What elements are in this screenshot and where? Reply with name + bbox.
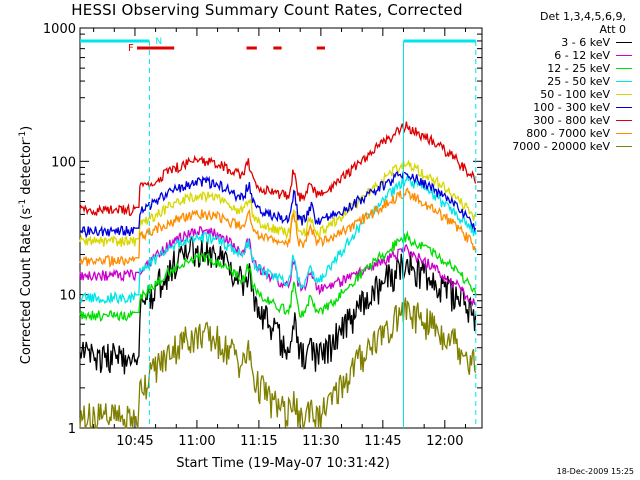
series-group <box>79 121 477 431</box>
series-line-9 <box>79 297 477 431</box>
y-axis-label-group: Corrected Count Rate (s-1 detector-1) <box>18 126 34 364</box>
legend-header-2: Att 0 <box>599 23 626 36</box>
timestamp: 18-Dec-2009 15:25 <box>556 467 634 476</box>
legend-item: 7000 - 20000 keV <box>488 140 638 153</box>
legend-label: 300 - 800 keV <box>533 114 610 127</box>
legend-item: 300 - 800 keV <box>488 114 638 127</box>
x-tick-label: 11:30 <box>302 434 339 449</box>
legend-label: 6 - 12 keV <box>554 49 610 62</box>
series-line-8 <box>79 187 477 269</box>
x-tick-label: 10:45 <box>116 434 153 449</box>
legend-label: 3 - 6 keV <box>561 36 610 49</box>
legend-item: 800 - 7000 keV <box>488 127 638 140</box>
series-line-5 <box>79 159 476 247</box>
legend: Det 1,3,4,5,6,9, Att 0 3 - 6 keV 6 - 12 k… <box>488 10 638 153</box>
y-tick-label: 100 <box>51 155 76 170</box>
legend-header-1: Det 1,3,4,5,6,9, <box>539 10 626 23</box>
legend-item: 50 - 100 keV <box>488 88 638 101</box>
legend-label: 7000 - 20000 keV <box>512 140 610 153</box>
series-line-6 <box>79 170 477 239</box>
legend-swatch <box>616 42 632 43</box>
legend-item: 100 - 300 keV <box>488 101 638 114</box>
legend-swatch <box>616 94 632 95</box>
series-line-4 <box>79 175 477 305</box>
legend-label: 50 - 100 keV <box>540 88 610 101</box>
legend-swatch <box>616 107 632 108</box>
legend-item: 6 - 12 keV <box>488 49 638 62</box>
night-marker-label: N <box>155 37 162 47</box>
legend-swatch <box>616 120 632 121</box>
plot-frame <box>79 27 483 429</box>
legend-swatch <box>616 55 632 56</box>
legend-item: 12 - 25 keV <box>488 62 638 75</box>
axes-group: 1 10 100 1000 10:45 11:00 11:15 11:30 11:45 12:00 <box>43 22 483 449</box>
y-axis-label: Corrected Count Rate (s-1 detector-1) <box>18 126 34 364</box>
legend-label: 100 - 300 keV <box>533 101 610 114</box>
legend-swatch <box>616 68 632 69</box>
legend-swatch <box>616 133 632 134</box>
legend-swatch <box>616 146 632 147</box>
y-tick-label: 1 <box>68 422 76 437</box>
legend-item: 25 - 50 keV <box>488 75 638 88</box>
series-line-3 <box>79 230 477 322</box>
y-tick-label: 10 <box>59 289 76 304</box>
x-tick-label: 12:00 <box>426 434 463 449</box>
flare-marker-label: F <box>128 43 134 54</box>
legend-item: 3 - 6 keV <box>488 36 638 49</box>
x-axis-label: Start Time (19-May-07 10:31:42) <box>176 456 390 471</box>
x-tick-label: 11:00 <box>178 434 215 449</box>
x-tick-label: 11:45 <box>364 434 401 449</box>
legend-swatch <box>616 81 632 82</box>
legend-label: 12 - 25 keV <box>547 62 610 75</box>
marker-group: FN <box>80 37 477 428</box>
legend-label: 800 - 7000 keV <box>526 127 610 140</box>
y-tick-label: 1000 <box>43 22 76 37</box>
legend-label: 25 - 50 keV <box>547 75 610 88</box>
x-tick-label: 11:15 <box>240 434 277 449</box>
chart-title: HESSI Observing Summary Count Rates, Cor… <box>71 1 463 19</box>
series-line-7 <box>79 121 477 216</box>
